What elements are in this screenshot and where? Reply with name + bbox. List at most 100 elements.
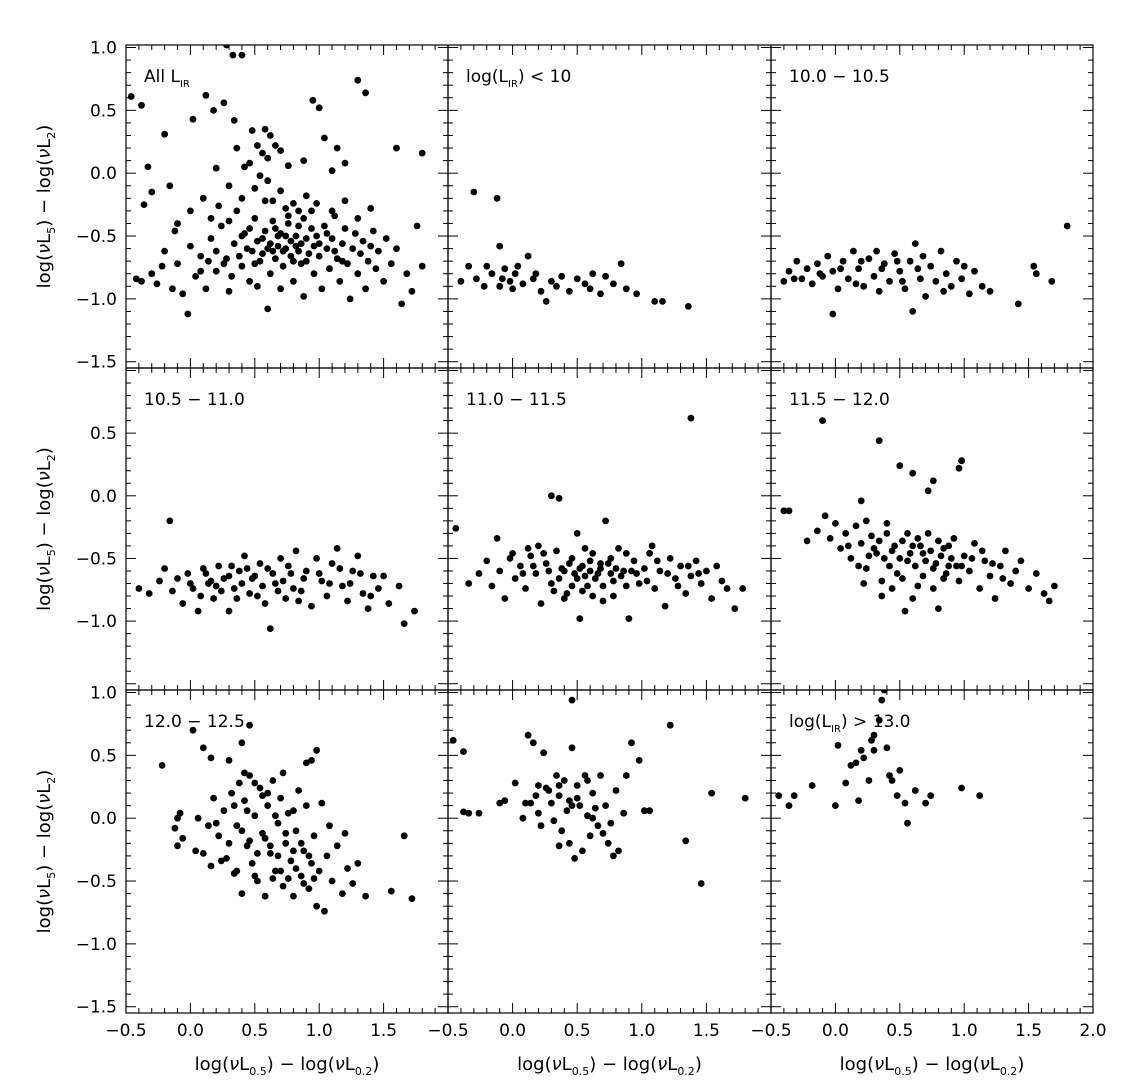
data-point bbox=[739, 585, 746, 592]
data-point bbox=[641, 807, 648, 815]
data-point bbox=[511, 575, 519, 582]
data-point bbox=[290, 847, 297, 855]
data-point bbox=[315, 867, 323, 875]
data-point bbox=[413, 222, 421, 230]
data-point bbox=[266, 240, 274, 248]
data-point bbox=[509, 285, 516, 293]
data-point bbox=[909, 595, 917, 602]
data-point bbox=[493, 194, 501, 202]
data-point bbox=[264, 305, 272, 313]
data-point bbox=[292, 232, 300, 240]
data-point bbox=[364, 257, 372, 265]
data-point bbox=[233, 207, 241, 215]
data-point bbox=[597, 290, 604, 298]
panel-points bbox=[780, 417, 1058, 615]
data-point bbox=[891, 250, 898, 257]
panel-label: 11.5 − 12.0 bbox=[789, 390, 890, 410]
data-point bbox=[653, 557, 661, 565]
panel-frame bbox=[770, 689, 1094, 1014]
data-point bbox=[607, 555, 615, 562]
panel-frame bbox=[447, 367, 772, 691]
data-point bbox=[579, 587, 586, 595]
data-point bbox=[132, 275, 140, 283]
data-point bbox=[313, 746, 320, 754]
panel-points bbox=[775, 690, 984, 827]
data-point bbox=[1048, 277, 1056, 285]
data-point bbox=[535, 782, 542, 789]
data-point bbox=[955, 577, 963, 585]
data-point bbox=[785, 267, 793, 275]
data-point bbox=[958, 275, 965, 283]
data-point bbox=[251, 779, 259, 787]
data-point bbox=[310, 242, 318, 250]
data-point bbox=[344, 260, 351, 268]
data-point bbox=[651, 298, 659, 305]
data-point bbox=[372, 265, 380, 273]
x-tick-label: 1.0 bbox=[306, 1021, 333, 1041]
data-point bbox=[684, 303, 692, 310]
data-point bbox=[1032, 270, 1040, 278]
data-point bbox=[940, 545, 947, 552]
data-point bbox=[880, 555, 888, 562]
data-point bbox=[687, 414, 695, 422]
data-point bbox=[893, 257, 901, 265]
data-point bbox=[942, 570, 950, 577]
data-point bbox=[241, 552, 248, 560]
data-point bbox=[586, 285, 594, 293]
data-point bbox=[703, 567, 710, 575]
data-point bbox=[852, 759, 860, 767]
data-point bbox=[202, 91, 210, 99]
data-point bbox=[589, 270, 597, 278]
data-point bbox=[857, 497, 865, 505]
data-point bbox=[235, 252, 243, 260]
data-point bbox=[279, 769, 287, 777]
data-point bbox=[318, 799, 326, 807]
data-point bbox=[971, 540, 978, 547]
data-point bbox=[174, 220, 181, 227]
data-point bbox=[568, 696, 576, 704]
data-point bbox=[452, 525, 460, 532]
x-tick-label: 0.5 bbox=[886, 1021, 913, 1041]
data-point bbox=[878, 696, 886, 704]
data-point bbox=[318, 285, 326, 293]
data-point bbox=[264, 154, 272, 162]
data-point bbox=[269, 570, 277, 577]
data-point bbox=[555, 842, 563, 850]
data-point bbox=[568, 555, 576, 562]
data-point bbox=[282, 839, 290, 847]
data-point bbox=[886, 277, 893, 285]
data-point bbox=[259, 149, 266, 157]
data-point bbox=[496, 567, 504, 575]
data-point bbox=[207, 754, 215, 762]
data-point bbox=[153, 280, 161, 288]
data-point bbox=[960, 552, 968, 560]
data-point bbox=[589, 814, 597, 822]
tick-labels-layer: −0.5 0.0 0.5 1.0 1.5 −0.5 0.0 0.5 1.0 1.5 −0.5 0.0 0… bbox=[76, 39, 1107, 1041]
data-point bbox=[225, 757, 233, 764]
data-point bbox=[341, 829, 349, 837]
data-point bbox=[875, 287, 883, 295]
data-point bbox=[1014, 300, 1022, 308]
data-point bbox=[524, 731, 532, 739]
data-point bbox=[643, 577, 651, 585]
data-point bbox=[917, 542, 924, 550]
data-point bbox=[349, 567, 357, 575]
data-point bbox=[870, 746, 878, 754]
tick-marks-layer bbox=[125, 45, 1094, 1013]
data-point bbox=[519, 570, 527, 577]
data-point bbox=[220, 99, 228, 107]
data-point bbox=[315, 570, 323, 577]
data-point bbox=[475, 570, 483, 577]
data-point bbox=[174, 260, 181, 268]
data-point bbox=[555, 575, 563, 582]
y-tick-label: 0.5 bbox=[90, 424, 117, 444]
data-point bbox=[535, 809, 542, 817]
data-point bbox=[318, 577, 326, 585]
data-point bbox=[261, 227, 269, 235]
data-point bbox=[911, 240, 919, 248]
data-point bbox=[922, 293, 929, 300]
data-point bbox=[179, 834, 187, 842]
data-point bbox=[1045, 597, 1053, 605]
data-point bbox=[233, 144, 241, 152]
data-point bbox=[192, 847, 200, 855]
